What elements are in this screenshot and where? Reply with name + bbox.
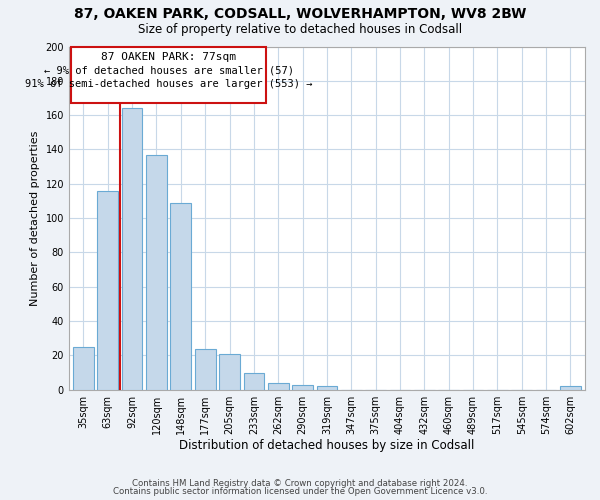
Text: ← 9% of detached houses are smaller (57): ← 9% of detached houses are smaller (57) bbox=[44, 66, 293, 76]
Text: Contains HM Land Registry data © Crown copyright and database right 2024.: Contains HM Land Registry data © Crown c… bbox=[132, 478, 468, 488]
Text: 91% of semi-detached houses are larger (553) →: 91% of semi-detached houses are larger (… bbox=[25, 79, 313, 89]
Text: Contains public sector information licensed under the Open Government Licence v3: Contains public sector information licen… bbox=[113, 487, 487, 496]
Bar bbox=[97, 190, 118, 390]
Bar bbox=[560, 386, 581, 390]
Text: 87, OAKEN PARK, CODSALL, WOLVERHAMPTON, WV8 2BW: 87, OAKEN PARK, CODSALL, WOLVERHAMPTON, … bbox=[74, 8, 526, 22]
X-axis label: Distribution of detached houses by size in Codsall: Distribution of detached houses by size … bbox=[179, 440, 475, 452]
Text: Size of property relative to detached houses in Codsall: Size of property relative to detached ho… bbox=[138, 22, 462, 36]
Bar bbox=[244, 372, 264, 390]
Bar bbox=[292, 384, 313, 390]
Bar bbox=[122, 108, 142, 390]
Bar bbox=[268, 383, 289, 390]
Bar bbox=[195, 348, 215, 390]
Bar bbox=[146, 154, 167, 390]
Bar bbox=[317, 386, 337, 390]
Y-axis label: Number of detached properties: Number of detached properties bbox=[30, 130, 40, 306]
Bar bbox=[219, 354, 240, 390]
FancyBboxPatch shape bbox=[71, 46, 266, 103]
Bar bbox=[170, 202, 191, 390]
Bar bbox=[73, 347, 94, 390]
Text: 87 OAKEN PARK: 77sqm: 87 OAKEN PARK: 77sqm bbox=[101, 52, 236, 62]
